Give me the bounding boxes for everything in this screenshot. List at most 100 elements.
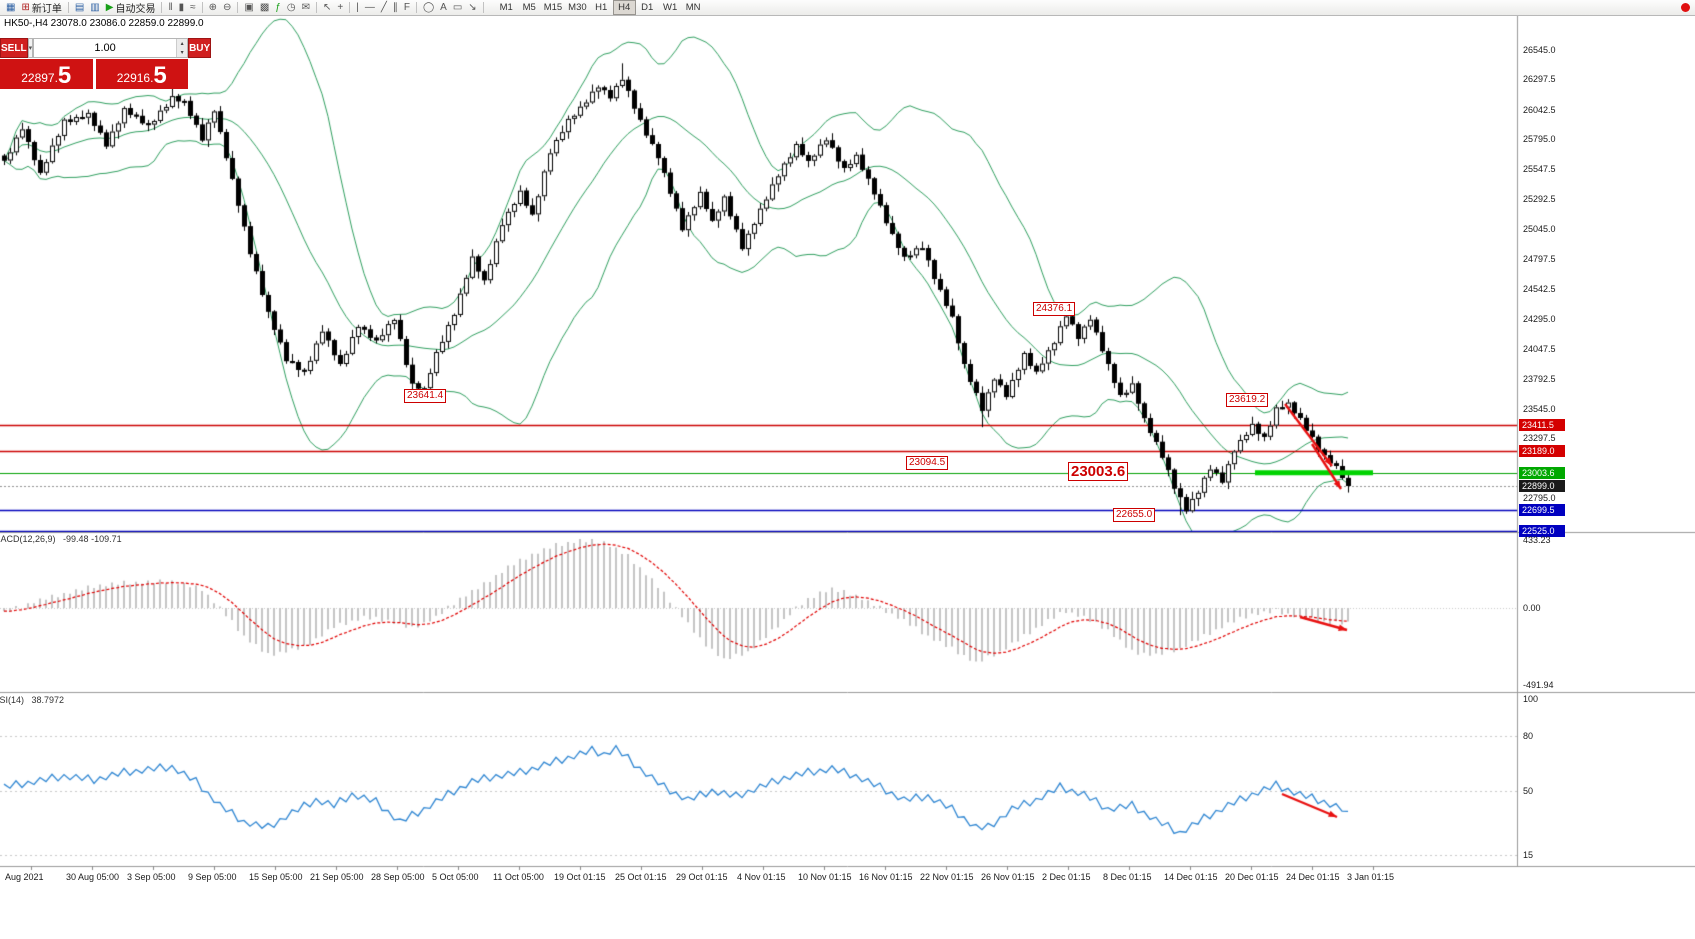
charts-button[interactable]: ▤ <box>72 1 87 15</box>
text-button[interactable]: A <box>437 1 450 15</box>
cursor-button[interactable]: ↖ <box>320 1 334 15</box>
app-icon[interactable]: ▦ <box>3 1 18 15</box>
label-button[interactable]: ▭ <box>450 1 465 15</box>
time-axis-label: 4 Nov 01:15 <box>737 872 786 882</box>
price-axis-label: 25795.0 <box>1523 134 1556 145</box>
channel-button[interactable]: ∥ <box>390 1 401 15</box>
zoom-in-button[interactable]: ⊕ <box>206 1 220 15</box>
periods-icon: ◷ <box>286 1 296 13</box>
timeframe-mn-button[interactable]: MN <box>685 2 701 13</box>
price-annotation-label[interactable]: 24376.1 <box>1033 302 1076 316</box>
timeframe-d1-button[interactable]: D1 <box>641 2 654 13</box>
price-tag: 23411.5 <box>1519 418 1565 431</box>
timeframe-toolbar: M1 M5 M15 M30 H1 H4 D1 W1 MN <box>495 0 705 15</box>
timeframe-m15-button[interactable]: M15 <box>543 2 563 13</box>
zoom-out-button[interactable]: ⊖ <box>220 1 234 15</box>
price-tag: 22899.0 <box>1519 479 1565 492</box>
volume-decrease-button[interactable]: ▾ <box>177 48 188 57</box>
time-axis-label: 20 Dec 01:15 <box>1225 872 1279 882</box>
candlestick-chart-icon: ▮ <box>178 1 185 13</box>
price-axis-label: 23545.0 <box>1523 403 1556 414</box>
rsi-indicator-title: RSI(14) <box>0 695 25 705</box>
rsi-axis-label: 100 <box>1523 694 1539 704</box>
trendline-button[interactable]: ╱ <box>378 1 390 15</box>
timeframe-m30-button[interactable]: M30 <box>568 2 587 13</box>
toolbar-separator <box>349 2 351 13</box>
price-tag: 22699.5 <box>1519 503 1565 516</box>
candlestick-chart-button[interactable]: ▮ <box>176 1 188 15</box>
macd-axis-label: 433.23 <box>1523 534 1551 545</box>
time-axis[interactable]: Aug 2021 30 Aug 05:00 3 Sep 05:00 9 Sep 05:… <box>0 866 1695 939</box>
volume-increase-button[interactable]: ▴ <box>177 39 188 48</box>
profiles-icon: ▥ <box>90 1 100 13</box>
new-order-button[interactable]: ⊞ 新订单 <box>18 1 64 16</box>
trade-panel-controls: SELL ▾ ▴ ▾ BUY <box>0 38 212 58</box>
buy-price-display[interactable]: 22916. 5 <box>95 59 188 89</box>
toolbar-separator <box>315 2 317 13</box>
rsi-indicator-values: 38.7972 <box>31 695 65 705</box>
autotrading-button[interactable]: ▶ 自动交易 <box>103 1 159 16</box>
sell-price-display[interactable]: 22897. 5 <box>0 59 93 89</box>
auto-arrange-button[interactable]: ▩ <box>257 1 272 15</box>
timeframe-h4-button[interactable]: H4 <box>612 0 636 15</box>
vertical-line-button[interactable]: | <box>353 1 362 15</box>
price-annotation-label[interactable]: 23094.5 <box>906 456 949 470</box>
buy-button[interactable]: BUY <box>188 38 212 58</box>
time-axis-label: 15 Sep 05:00 <box>249 872 303 882</box>
price-annotation-label[interactable]: 23641.4 <box>404 389 447 403</box>
macd-indicator-values: -99.48 -109.71 <box>63 534 122 544</box>
charts-icon: ▤ <box>74 1 85 13</box>
timeframe-h1-button[interactable]: H1 <box>595 2 608 13</box>
line-chart-button[interactable]: ≈ <box>187 1 199 15</box>
price-annotation-label[interactable]: 22655.0 <box>1113 508 1156 522</box>
time-axis-label: 25 Oct 01:15 <box>615 872 667 882</box>
crosshair-button[interactable]: + <box>334 1 346 15</box>
price-axis-label: 25045.0 <box>1523 224 1556 235</box>
horizontal-line-button[interactable]: ― <box>362 1 378 15</box>
toolbar-separator <box>201 2 203 13</box>
volume-spinner: ▴ ▾ <box>176 39 188 57</box>
time-axis-label: 3 Jan 01:15 <box>1347 872 1395 882</box>
price-chart-canvas[interactable] <box>0 16 1695 939</box>
price-axis-label: 26545.0 <box>1523 44 1556 55</box>
toolbar-separator <box>482 2 484 13</box>
rsi-axis-label: 15 <box>1523 849 1534 860</box>
autotrading-icon: ▶ <box>105 1 114 13</box>
volume-input[interactable] <box>34 39 177 57</box>
fibonacci-icon: F <box>403 1 410 13</box>
bar-chart-button[interactable]: ‖ <box>165 1 175 15</box>
time-axis-label: 3 Sep 05:00 <box>127 872 176 882</box>
price-tag: 23189.0 <box>1519 445 1565 458</box>
indicators-button[interactable]: ƒ <box>272 1 284 15</box>
indicators-icon: ƒ <box>275 1 281 13</box>
alerts-button[interactable]: ✉ <box>299 1 313 15</box>
time-axis-label: 11 Oct 05:00 <box>493 872 544 882</box>
price-axis-label: 26297.5 <box>1523 74 1556 85</box>
macd-indicator-header: MACD(12,26,9) -99.48 -109.71 <box>0 534 122 544</box>
timeframe-w1-button[interactable]: W1 <box>663 2 678 13</box>
tile-windows-button[interactable]: ▣ <box>241 1 256 15</box>
autotrading-button-label: 自动交易 <box>115 4 156 15</box>
price-annotation-label[interactable]: 23619.2 <box>1226 393 1269 407</box>
sell-price-text: 22897. <box>21 71 58 85</box>
chevron-down-icon: ▾ <box>28 45 33 52</box>
price-axis[interactable]: 26545.0 26297.5 26042.5 25795.0 25547.5 25292… <box>1519 16 1695 866</box>
price-axis-label: 24295.0 <box>1523 313 1556 324</box>
volume-input-wrap: ▴ ▾ <box>33 38 189 58</box>
timeframe-m5-button[interactable]: M5 <box>522 2 536 13</box>
sell-button[interactable]: SELL <box>0 38 28 58</box>
price-tag: 22525.0 <box>1519 524 1565 537</box>
time-axis-label: 28 Sep 05:00 <box>371 872 425 882</box>
time-axis-label: 5 Oct 05:00 <box>432 872 479 882</box>
price-annotation-label[interactable]: 23003.6 <box>1068 462 1129 481</box>
alerts-icon: ✉ <box>301 1 310 13</box>
price-axis-label: 22795.0 <box>1523 493 1556 504</box>
timeframe-m1-button[interactable]: M1 <box>499 2 513 13</box>
app-icon: ▦ <box>6 1 16 13</box>
shapes-button[interactable]: ◯ <box>420 1 437 15</box>
profiles-button[interactable]: ▥ <box>87 1 102 15</box>
arrows-button[interactable]: ↘ <box>465 1 479 15</box>
periods-button[interactable]: ◷ <box>284 1 299 15</box>
fibonacci-button[interactable]: F <box>401 1 413 15</box>
volume-dropdown[interactable]: ▾ <box>27 38 34 58</box>
